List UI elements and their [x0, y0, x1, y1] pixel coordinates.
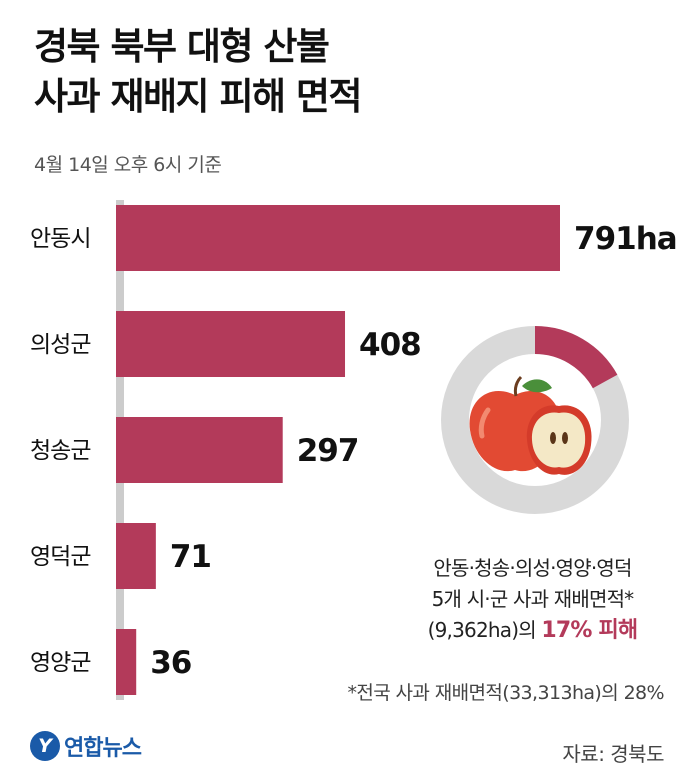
- value-label: 36: [150, 645, 191, 681]
- yonhap-logo: Y 연합뉴스: [30, 730, 142, 762]
- category-label: 의성군: [30, 332, 90, 358]
- page-title: 경북 북부 대형 산불 사과 재배지 피해 면적: [34, 22, 363, 122]
- footnote: *전국 사과 재배면적(33,313ha)의 28%: [347, 682, 664, 704]
- bar-1: [116, 205, 560, 271]
- category-label: 안동시: [30, 226, 90, 252]
- donut-caption-line-2: 5개 시·군 사과 재배면적*: [431, 587, 635, 611]
- category-label: 영양군: [30, 650, 90, 676]
- bar-4: [116, 523, 156, 589]
- value-label: 408: [359, 327, 421, 363]
- value-label: 71: [170, 539, 211, 575]
- title-line-2: 사과 재배지 피해 면적: [34, 75, 363, 118]
- bar-2: [116, 311, 346, 377]
- logo-mark: Y: [30, 731, 60, 761]
- donut-caption-line-1: 안동·청송·의성·영양·영덕: [433, 556, 632, 580]
- logo-text: 연합뉴스: [64, 736, 142, 761]
- value-label: 791ha: [574, 221, 677, 257]
- bar-5: [116, 629, 137, 695]
- bar-3: [116, 417, 283, 483]
- donut-caption-prefix: (9,362ha)의: [427, 618, 542, 642]
- apple-icon: [469, 375, 592, 475]
- donut-damage-slice: [534, 326, 618, 389]
- donut-caption-line-3: (9,362ha)의 17% 피해: [395, 615, 670, 646]
- subtitle: 4월 14일 오후 6시 기준: [34, 154, 222, 176]
- donut-caption-highlight: 17% 피해: [541, 618, 638, 643]
- value-label: 297: [297, 433, 359, 469]
- category-label: 청송군: [30, 438, 90, 464]
- category-label: 영덕군: [30, 544, 90, 570]
- source-note: 자료: 경북도: [562, 742, 664, 766]
- title-line-1: 경북 북부 대형 산불: [34, 25, 330, 68]
- donut-caption: 안동·청송·의성·영양·영덕 5개 시·군 사과 재배면적* (9,362ha)…: [395, 553, 670, 646]
